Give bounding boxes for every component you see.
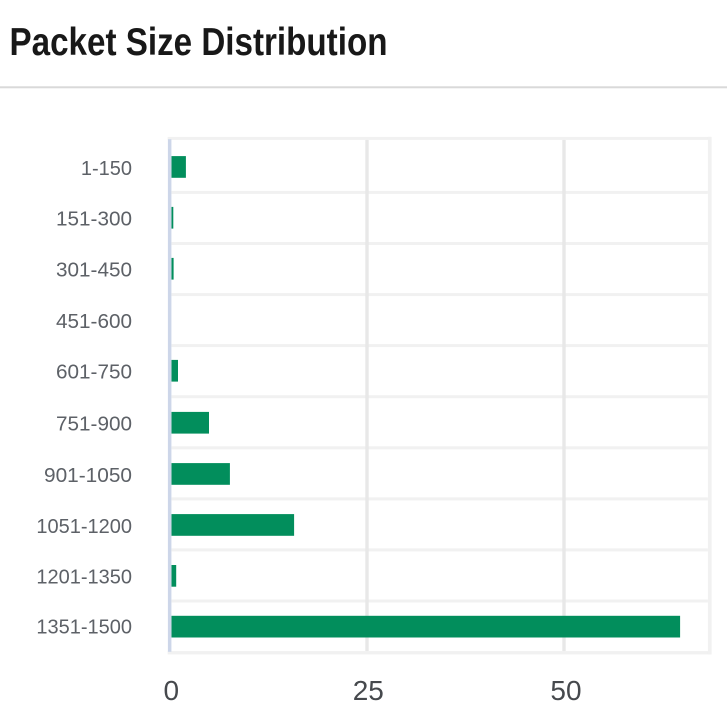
svg-text:1351-1500: 1351-1500: [36, 617, 132, 639]
svg-text:901-1050: 901-1050: [44, 465, 132, 487]
svg-text:Packet Size Distribution: Packet Size Distribution: [10, 21, 388, 64]
svg-text:451-600: 451-600: [56, 311, 132, 333]
svg-text:1051-1200: 1051-1200: [36, 516, 132, 538]
svg-text:50: 50: [550, 675, 581, 706]
svg-text:751-900: 751-900: [56, 414, 132, 436]
svg-text:601-750: 601-750: [56, 362, 132, 384]
svg-text:301-450: 301-450: [56, 259, 132, 281]
svg-text:1-150: 1-150: [81, 158, 132, 180]
svg-text:151-300: 151-300: [56, 209, 132, 231]
svg-text:0: 0: [164, 675, 180, 706]
svg-text:1201-1350: 1201-1350: [36, 567, 132, 589]
svg-text:25: 25: [353, 675, 384, 706]
